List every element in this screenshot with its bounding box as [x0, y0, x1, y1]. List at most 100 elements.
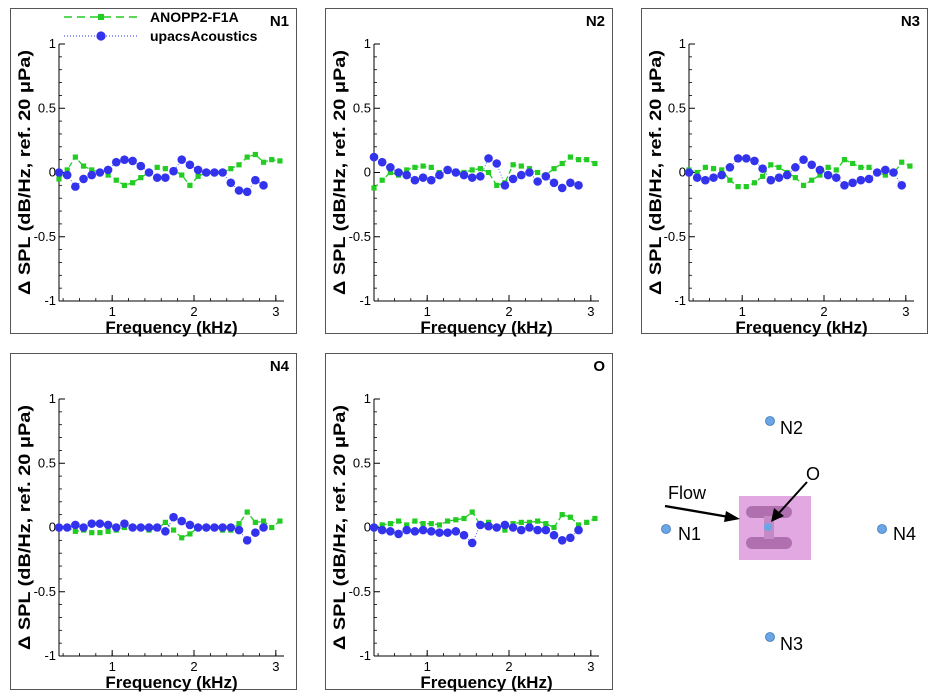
mic-n2-dot [765, 416, 775, 426]
upacs-point [476, 520, 485, 530]
y-tick-label: -1 [44, 648, 56, 663]
x-tick-label: 1 [424, 304, 431, 319]
upacs-point [120, 155, 129, 164]
legend-anopp-label: ANOPP2-F1A [150, 9, 239, 25]
upacs-point [709, 173, 718, 182]
series-anopp-line [59, 511, 281, 539]
upacs-point [201, 523, 211, 532]
origin-arrow [771, 481, 808, 522]
anopp-point [559, 160, 565, 167]
y-axis-label: Δ SPL (dB/Hz, ref. 20 μPa) [15, 405, 34, 650]
anopp-point [866, 164, 872, 170]
x-tick-label: 2 [505, 304, 512, 319]
panel-n4: -1 -0.5 0 0.5 1 1 2 3 Frequency (kHz) Δ SPL (dB/H… [10, 353, 297, 692]
y-tick-label: 0.5 [38, 100, 56, 115]
x-tick-label: 1 [109, 659, 116, 674]
y-axis-label: Δ SPL (dB/Hz, ref. 20 μPa) [646, 50, 665, 295]
upacs-point [177, 155, 187, 164]
anopp-point [404, 522, 410, 528]
anopp-point [89, 530, 95, 536]
upacs-point [840, 181, 849, 190]
upacs-point [226, 523, 236, 532]
legend: ANOPP2-F1A upacsAcoustics [64, 9, 258, 44]
upacs-point [467, 538, 477, 548]
upacs-point [508, 174, 518, 184]
anopp-point [768, 162, 774, 168]
upacs-point [725, 163, 735, 172]
flow-label: Flow [668, 483, 707, 503]
upacs-point [831, 173, 841, 182]
upacs-point [251, 175, 260, 185]
y-axis-label: Δ SPL (dB/Hz, ref. 20 μPa) [330, 405, 349, 650]
upacs-point [369, 523, 379, 532]
mic-n3: N3 [765, 632, 803, 654]
upacs-point [410, 527, 420, 536]
anopp-point [228, 166, 234, 172]
upacs-point [95, 519, 105, 528]
legend-anopp-marker [98, 14, 104, 20]
anopp-point [170, 527, 177, 533]
panel-title: N1 [270, 13, 289, 30]
upacs-point [741, 154, 751, 163]
anopp-point [477, 166, 483, 172]
anopp-point [236, 521, 242, 527]
flow-arrow [664, 504, 740, 522]
anopp-point [179, 172, 185, 178]
upacs-point [79, 523, 88, 532]
anopp-point [80, 163, 87, 169]
upacs-point [492, 159, 502, 168]
mic-n3-dot [765, 632, 775, 642]
panel-title: N3 [901, 13, 920, 30]
upacs-point [152, 173, 162, 182]
x-tick-label: 3 [587, 659, 594, 674]
panel-o: -1 -0.5 0 0.5 1 1 2 3 Frequency (kHz) Δ SPL (dB/H… [325, 353, 613, 692]
anopp-point [469, 167, 475, 173]
upacs-point [386, 527, 395, 536]
x-tick-label: 1 [109, 304, 116, 319]
anopp-point [179, 535, 185, 541]
anopp-point [551, 524, 557, 531]
x-tick-label: 3 [587, 304, 594, 319]
anopp-point [858, 164, 864, 170]
upacs-point [750, 156, 759, 166]
upacs-point [766, 175, 776, 185]
upacs-point [218, 523, 227, 532]
plot-panels: -1 -0.5 0 0.5 1 1 2 3 Frequency (kHz) Δ SPL (dB/H… [10, 8, 928, 692]
anopp-point [535, 169, 541, 176]
upacs-point [402, 525, 412, 535]
x-tick-label: 3 [272, 304, 279, 319]
anopp-point [420, 163, 426, 169]
anopp-point [841, 157, 848, 163]
anopp-point [584, 519, 590, 525]
anopp-point [387, 169, 393, 176]
mic-n3-label: N3 [780, 634, 803, 654]
anopp-point [543, 521, 549, 527]
panel-n2: -1 -0.5 0 0.5 1 1 2 3 Frequency (kHz) Δ SPL (dB/H… [325, 8, 613, 337]
panel-title: N2 [586, 13, 605, 30]
mic-n2: N2 [765, 416, 803, 438]
anopp-point [395, 518, 402, 524]
panel-frame [10, 8, 297, 334]
upacs-point [717, 170, 727, 180]
anopp-point [825, 164, 831, 170]
upacs-point [251, 528, 260, 537]
anopp-point [244, 509, 250, 515]
upacs-point [87, 519, 97, 528]
upacs-point [881, 165, 890, 175]
upacs-point [484, 154, 493, 163]
y-axis-label: Δ SPL (dB/Hz, ref. 20 μPa) [15, 50, 34, 295]
upacs-point [426, 175, 436, 185]
anopp-point [461, 515, 467, 522]
upacs-point [128, 156, 137, 166]
upacs-point [459, 530, 469, 540]
anopp-point [130, 180, 136, 186]
y-tick-label: -1 [359, 648, 371, 663]
anopp-point [420, 521, 426, 527]
x-axis-label: Frequency (kHz) [735, 318, 867, 337]
anopp-point [195, 173, 201, 179]
y-tick-label: 0.5 [38, 455, 56, 470]
upacs-point [210, 523, 219, 532]
upacs-point [525, 168, 534, 177]
x-axis-label: Frequency (kHz) [105, 673, 237, 692]
anopp-point [404, 167, 410, 173]
